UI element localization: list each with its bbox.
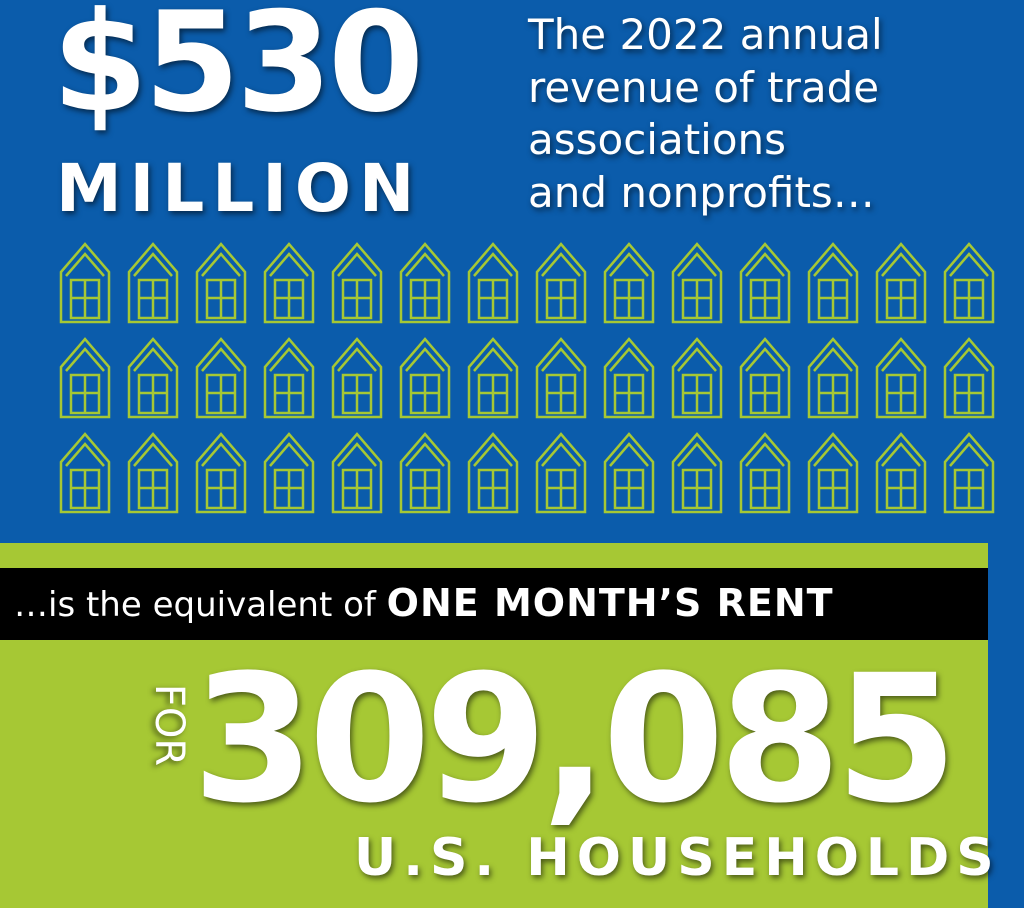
result-prefix: FOR [146, 683, 193, 767]
description-line: associations [528, 115, 787, 164]
headline-amount: $530 [52, 0, 424, 143]
equivalent-lead: …is the equivalent of [14, 585, 376, 625]
result-number: 309,085 [192, 637, 958, 842]
description-line: and nonprofits… [528, 168, 875, 217]
equivalent-emphasis: ONE MONTH’S RENT [386, 581, 834, 625]
headline-unit: MILLION [56, 150, 423, 227]
result-unit: U.S. HOUSEHOLDS [354, 828, 1001, 888]
house-grid [58, 240, 1010, 525]
black-band [0, 568, 988, 640]
description-line: The 2022 annual [528, 10, 883, 59]
equivalent-text: …is the equivalent of ONE MONTH’S RENT [14, 584, 834, 622]
description-line: revenue of trade [528, 63, 880, 112]
house-icons [58, 240, 1010, 525]
